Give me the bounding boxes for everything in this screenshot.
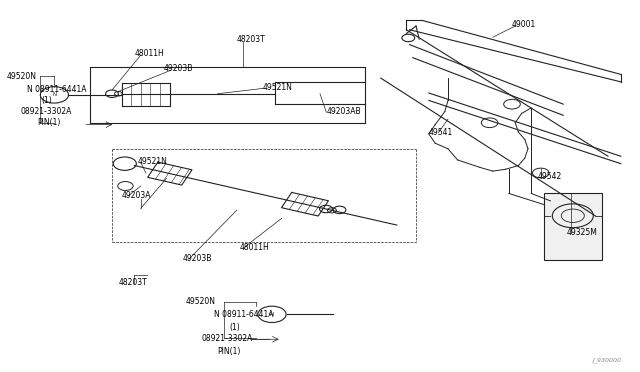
Text: 49325M: 49325M (566, 228, 597, 237)
Text: N 08911-6441A: N 08911-6441A (214, 310, 274, 319)
Text: 49521N: 49521N (262, 83, 292, 92)
Text: 49521N: 49521N (138, 157, 168, 166)
Text: N: N (52, 92, 56, 97)
Text: PIN(1): PIN(1) (37, 118, 61, 127)
Text: 48011H: 48011H (240, 243, 269, 252)
Text: J_930000: J_930000 (592, 357, 621, 363)
Text: 49520N: 49520N (6, 72, 36, 81)
Text: 49203AB: 49203AB (326, 107, 361, 116)
Text: 49001: 49001 (512, 20, 536, 29)
Text: 48203T: 48203T (237, 35, 266, 44)
Text: N: N (270, 312, 274, 317)
Text: N 08911-6441A: N 08911-6441A (27, 85, 86, 94)
Text: 49542: 49542 (538, 172, 562, 181)
Text: 49541: 49541 (429, 128, 453, 137)
Text: 49520N: 49520N (186, 297, 216, 306)
Bar (544, 193, 602, 260)
Text: 49203B: 49203B (163, 64, 193, 73)
Text: 48203T: 48203T (118, 278, 147, 287)
Text: PIN(1): PIN(1) (218, 347, 241, 356)
Text: (1): (1) (42, 96, 52, 105)
Text: 49203A: 49203A (122, 191, 151, 200)
Text: 49203B: 49203B (182, 254, 212, 263)
Text: 48011H: 48011H (134, 49, 164, 58)
Text: 08921-3302A: 08921-3302A (20, 107, 72, 116)
Text: 08921-3302A: 08921-3302A (202, 334, 253, 343)
Text: (1): (1) (229, 323, 240, 332)
